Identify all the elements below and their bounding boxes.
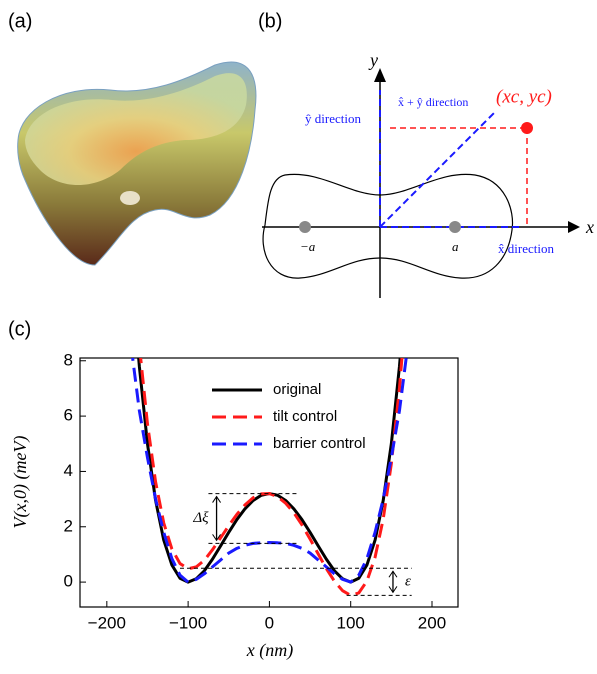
legend-label: original	[273, 381, 321, 398]
panel-label: (c)	[8, 318, 31, 340]
annotation-label: ε	[405, 573, 411, 589]
x-axis-label: x (nm)	[246, 640, 293, 661]
panel-label: (b)	[258, 10, 282, 32]
direction-label: ŷ direction	[305, 111, 361, 126]
axis-label: x	[585, 217, 594, 237]
y-axis-label: V(x,0) (meV)	[10, 436, 31, 529]
arrow-head	[388, 570, 398, 578]
y-tick-label: 4	[64, 461, 73, 480]
point	[521, 122, 533, 134]
series-line	[131, 358, 408, 584]
diagram	[262, 68, 580, 298]
boundary	[262, 173, 514, 279]
well	[449, 221, 461, 233]
plot-area	[131, 358, 408, 597]
legend-label: tilt control	[273, 408, 337, 425]
y-tick-label: 2	[64, 516, 73, 535]
series-line	[139, 358, 404, 597]
panel-label: (a)	[8, 10, 32, 32]
well-label: −a	[300, 239, 316, 254]
surface-plot	[17, 61, 257, 266]
x-tick-label: −200	[88, 613, 126, 632]
point-label: (xc, yc)	[496, 86, 552, 107]
arrow-head	[212, 534, 221, 542]
direction-label: x̂ + ŷ direction	[398, 95, 468, 109]
axis-label: y	[368, 50, 378, 70]
well	[299, 221, 311, 233]
arrow-head	[212, 495, 221, 503]
x-tick-label: −100	[169, 613, 207, 632]
x-tick-label: 100	[337, 613, 365, 632]
x-tick-label: 0	[265, 613, 274, 632]
annotation-label: Δξ	[192, 510, 209, 526]
y-tick-label: 0	[64, 572, 73, 591]
legend-label: barrier control	[273, 435, 366, 452]
well-label: a	[452, 239, 459, 254]
x-tick-label: 200	[418, 613, 446, 632]
y-tick-label: 8	[64, 350, 73, 369]
arrow-head	[388, 586, 398, 594]
series-line	[137, 358, 402, 584]
y-tick-label: 6	[64, 406, 73, 425]
direction-label: x̂ direction	[498, 241, 554, 256]
